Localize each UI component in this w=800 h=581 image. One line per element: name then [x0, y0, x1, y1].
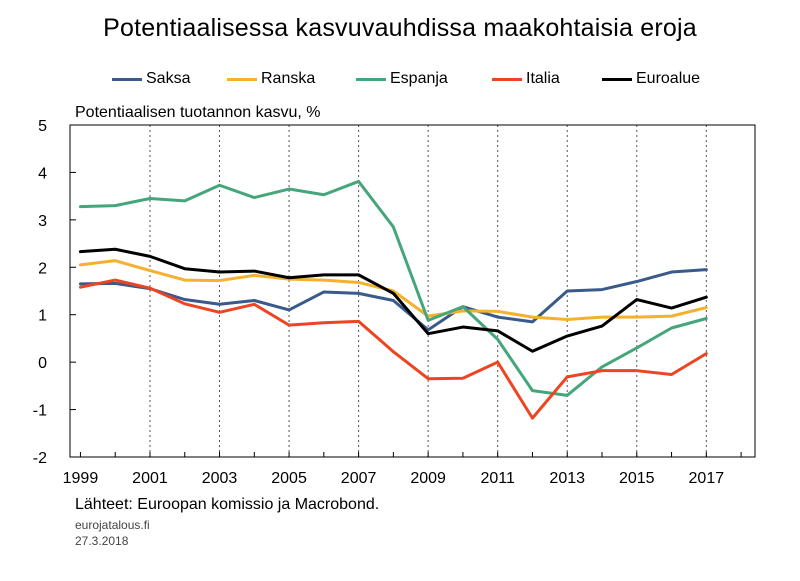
- y-tick-label-1: 1: [38, 308, 47, 325]
- y-tick-label-2: 2: [38, 260, 47, 277]
- x-tick-label-2009: 2009: [410, 470, 446, 487]
- chart-title: Potentiaalisessa kasvuvauhdissa maakohta…: [103, 14, 697, 42]
- x-tick-label-2003: 2003: [202, 470, 238, 487]
- x-tick-label-2005: 2005: [271, 470, 307, 487]
- legend-label-euroalue: Euroalue: [636, 70, 701, 87]
- plot-frame: [69, 124, 756, 458]
- series-lines: [78, 179, 708, 420]
- y-tick-label--2: -2: [33, 450, 47, 467]
- legend-item-espanja: Espanja: [356, 68, 448, 90]
- series-line-italia: [78, 278, 708, 420]
- source-note: Lähteet: Euroopan komissio ja Macrobond.: [75, 496, 380, 513]
- legend-swatch-saksa: [112, 77, 142, 81]
- series-line-saksa: [78, 268, 708, 332]
- x-tick-label-2013: 2013: [549, 470, 585, 487]
- y-tick-label-0: 0: [38, 355, 47, 372]
- legend-swatch-ranska: [227, 77, 257, 81]
- y-tick-label-4: 4: [38, 165, 47, 182]
- legend-label-ranska: Ranska: [261, 70, 316, 87]
- legend: Saksa Ranska Espanja Italia Euroalue: [0, 68, 800, 90]
- series-line-espanja: [78, 179, 708, 397]
- legend-swatch-espanja: [356, 77, 386, 81]
- legend-item-italia: Italia: [492, 68, 560, 90]
- legend-label-italia: Italia: [526, 70, 560, 87]
- legend-label-saksa: Saksa: [146, 70, 191, 87]
- x-tick-label-2001: 2001: [132, 470, 168, 487]
- legend-label-espanja: Espanja: [390, 70, 448, 87]
- x-tick-label-1999: 1999: [63, 470, 99, 487]
- y-tick-label-5: 5: [38, 118, 47, 135]
- site-label: eurojatalous.fi: [75, 518, 150, 532]
- legend-swatch-italia: [492, 77, 522, 81]
- legend-item-ranska: Ranska: [227, 68, 315, 90]
- x-tick-label-2011: 2011: [480, 470, 515, 487]
- legend-swatch-euroalue: [602, 77, 632, 81]
- x-tick-label-2017: 2017: [689, 470, 725, 487]
- series-line-euroalue: [78, 247, 708, 353]
- series-line-ranska: [78, 259, 708, 321]
- legend-item-euroalue: Euroalue: [602, 68, 700, 90]
- y-tick-label-3: 3: [38, 213, 47, 230]
- date-label: 27.3.2018: [75, 534, 129, 548]
- axes: [69, 124, 756, 458]
- y-tick-label--1: -1: [33, 403, 47, 420]
- x-tick-label-2007: 2007: [341, 470, 377, 487]
- legend-item-saksa: Saksa: [112, 68, 190, 90]
- grid-lines: [149, 125, 707, 457]
- y-axis-label: Potentiaalisen tuotannon kasvu, %: [75, 104, 321, 121]
- x-tick-label-2015: 2015: [619, 470, 655, 487]
- tick-labels: 1999 2001 2003 2005 2007 2009 2011 2013 2015 2017…: [33, 118, 724, 487]
